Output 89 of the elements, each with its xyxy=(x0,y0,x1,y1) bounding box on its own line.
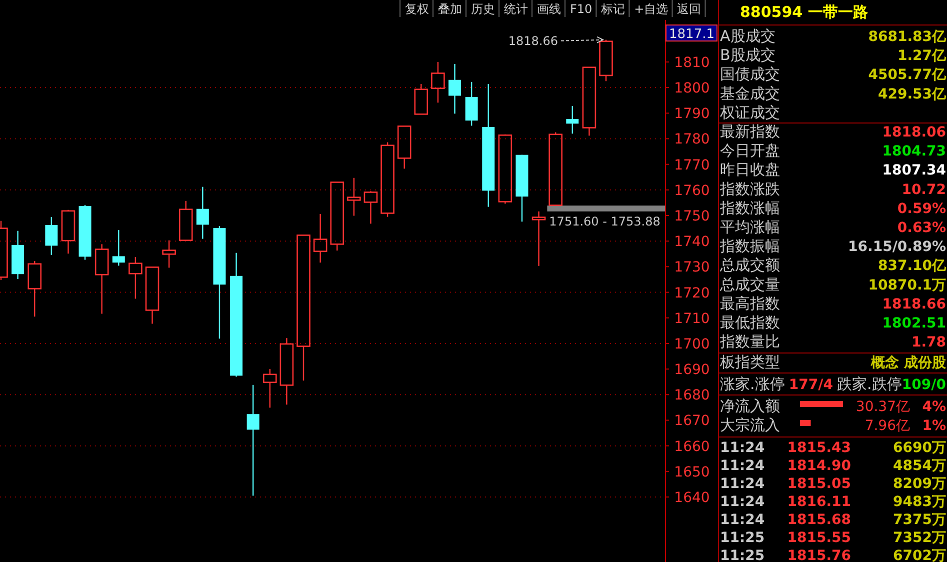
y-tick-label: 1790 xyxy=(674,106,710,122)
text: 6690万 xyxy=(893,440,946,456)
text: 1.78 xyxy=(911,334,946,351)
text: 30.37亿 xyxy=(856,399,910,415)
text: 指数量比 xyxy=(719,332,780,351)
text: 1814.90 xyxy=(787,458,852,474)
text: 10870.1万 xyxy=(868,277,946,294)
text: 11:24 xyxy=(720,476,765,492)
data-label: 4% xyxy=(922,399,946,415)
text: 11:25 xyxy=(720,548,765,562)
text: 880594 一带一路 xyxy=(740,3,868,21)
text: 1804.73 xyxy=(882,144,946,160)
text: 1815.43 xyxy=(787,440,851,456)
y-tick-label: 1780 xyxy=(674,132,710,148)
text: 429.53亿 xyxy=(878,86,947,102)
y-tick-label: 1740 xyxy=(674,234,710,250)
text: 净流入额 xyxy=(720,397,780,415)
text: 11:24 xyxy=(720,494,765,510)
text: 平均涨幅 xyxy=(720,218,780,236)
text: 大宗流入 xyxy=(720,416,780,434)
text: 4505.77亿 xyxy=(868,67,947,84)
y-tick-label: 1710 xyxy=(674,310,710,327)
y-tick-label: 1670 xyxy=(674,413,710,430)
text: 1815.76 xyxy=(787,548,851,562)
text: 11:24 xyxy=(720,458,765,474)
price-box: 1817.1 xyxy=(666,24,718,42)
text: 1802.51 xyxy=(882,316,946,332)
y-tick-label: 1660 xyxy=(674,438,710,455)
text: 11:25 xyxy=(720,530,765,546)
text: 7352万 xyxy=(893,530,946,546)
text: 8681.83亿 xyxy=(868,29,947,45)
y-tick-label: 1720 xyxy=(674,285,710,302)
y-tick-label: 1650 xyxy=(674,464,710,480)
toolbar: 复权 叠加 历史 统计 画线 F10 标记 +自选 返回 xyxy=(400,0,706,18)
text: 1815.55 xyxy=(787,530,851,546)
band-label: 1751.60 - 1753.88 xyxy=(549,214,660,228)
text: 1815.68 xyxy=(787,512,851,528)
y-tick-label: 1800 xyxy=(674,80,710,97)
text: 昨日收盘 xyxy=(720,160,780,179)
text: 总成交量 xyxy=(719,275,780,294)
y-tick-label: 1700 xyxy=(674,336,710,352)
annotation: 1818.66 xyxy=(508,34,558,48)
text: 最低指数 xyxy=(720,314,780,332)
text: 6702万 xyxy=(893,548,946,562)
text: 1818.66 xyxy=(882,296,946,312)
text: 4854万 xyxy=(893,458,946,474)
text: 今日开盘 xyxy=(720,142,780,160)
text: 最新指数 xyxy=(720,122,780,140)
text: 1816.11 xyxy=(787,494,851,510)
text: 11:24 xyxy=(720,440,765,456)
text: 837.10亿 xyxy=(878,258,947,274)
y-tick-label: 1640 xyxy=(674,490,710,506)
text: 最高指数 xyxy=(720,294,780,312)
text: 基金成交 xyxy=(720,84,780,102)
y-tick-label: 1730 xyxy=(674,260,710,276)
text: 1815.05 xyxy=(787,476,851,492)
y-tick-label: 1690 xyxy=(674,362,710,378)
data-label: 1% xyxy=(922,418,946,434)
text: 总成交额 xyxy=(719,256,780,274)
text: 1.27亿 xyxy=(897,48,947,64)
text: 7375万 xyxy=(893,512,946,528)
text: 概念 成份股 xyxy=(870,355,947,371)
text: 10.72 xyxy=(902,182,946,198)
text: 涨家.涨停 xyxy=(720,375,785,393)
text: 7.96亿 xyxy=(864,418,910,434)
text: 109/0 xyxy=(902,377,946,393)
text: 1818.06 xyxy=(882,124,946,140)
y-tick-label: 1810 xyxy=(674,54,710,71)
text: 国债成交 xyxy=(720,65,780,84)
text: 指数涨跌 xyxy=(719,180,780,198)
text: 1807.34 xyxy=(882,162,946,179)
text: 11:24 xyxy=(720,512,765,528)
y-tick-label: 1760 xyxy=(674,182,710,199)
text: 指数振幅 xyxy=(719,237,780,256)
y-tick-label: 1750 xyxy=(674,208,710,225)
text: 16.15/0.89% xyxy=(848,239,946,256)
text: A股成交 xyxy=(720,27,776,45)
text: 8209万 xyxy=(893,476,946,492)
text: 指数涨幅 xyxy=(719,198,780,217)
text: 0.63% xyxy=(897,220,946,236)
text: 权证成交 xyxy=(719,103,780,122)
y-tick-label: 1770 xyxy=(674,157,710,174)
text: 9483万 xyxy=(893,494,946,510)
text: B股成交 xyxy=(720,46,776,64)
text: 跌家.跌停 xyxy=(837,375,902,393)
y-tick-label: 1680 xyxy=(674,388,710,404)
text: 板指类型 xyxy=(719,353,780,371)
text: 177/4 xyxy=(788,377,834,393)
text: 0.59% xyxy=(897,200,946,217)
